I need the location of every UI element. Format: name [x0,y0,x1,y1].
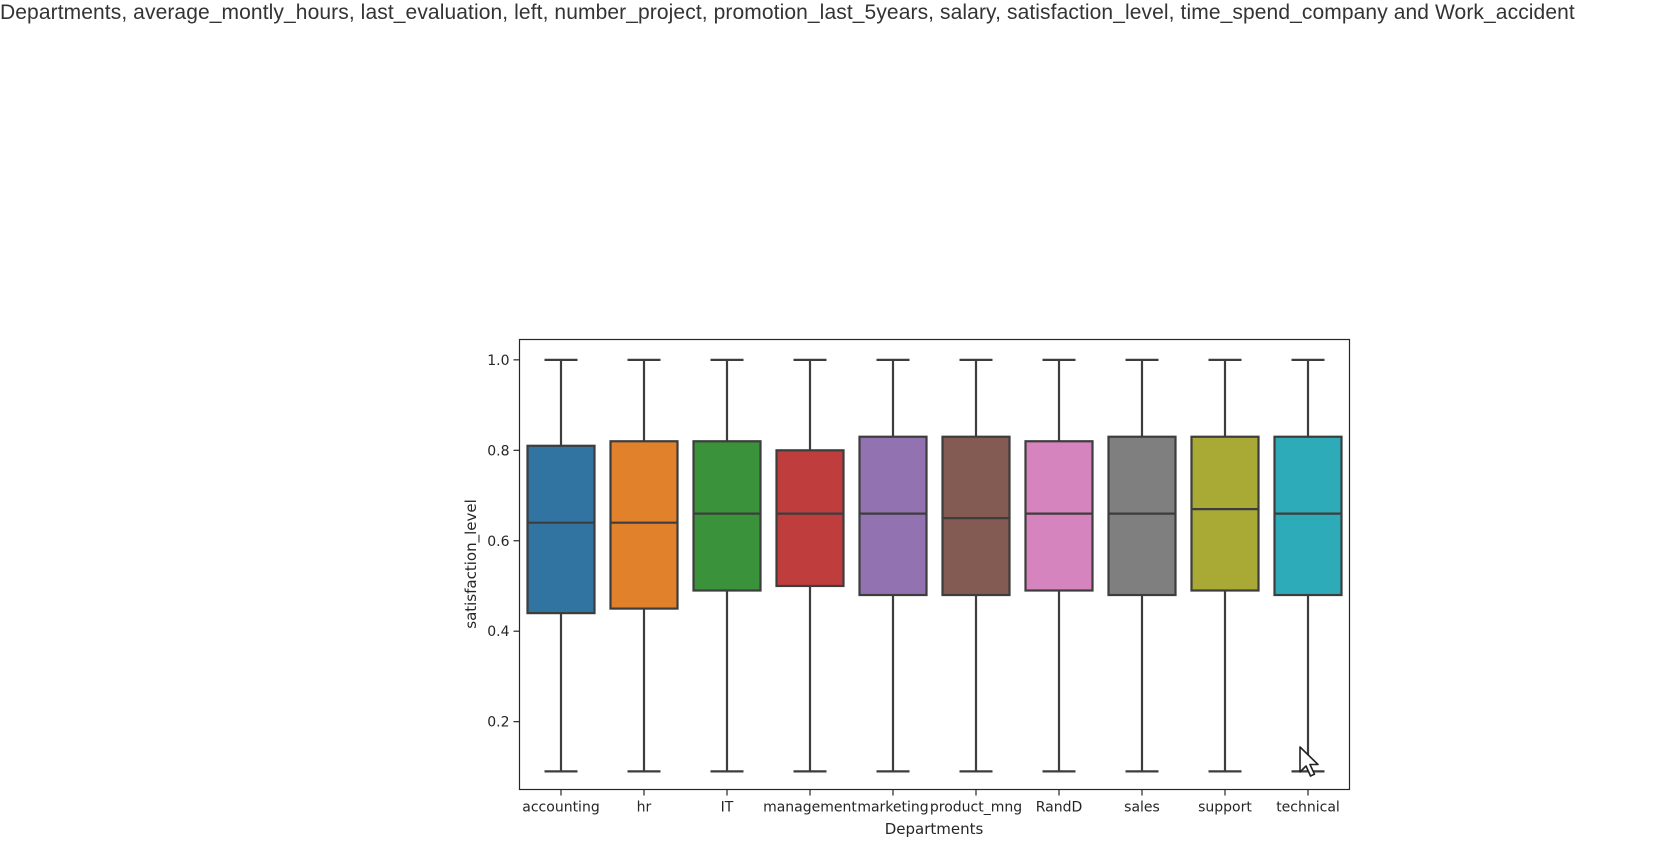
iqr-box [1190,435,1260,592]
y-tick-label: 0.8 [487,443,509,459]
box-IT [692,358,762,773]
iqr-box [692,440,762,592]
iqr-box [1107,435,1177,597]
y-tick-label: 0.4 [487,624,509,640]
box-management [775,358,845,773]
y-tick-label: 0.6 [487,534,509,550]
iqr-box [1273,435,1343,597]
iqr-box [1024,440,1094,592]
x-tick-label: hr [637,800,652,816]
x-axis: accounting hr IT management marketing product… [522,789,1340,816]
x-tick-label: management [763,800,857,816]
box-accounting [526,358,596,773]
x-tick-label: product_mng [930,800,1022,816]
box-product_mng [941,358,1011,773]
box-RandD [1024,358,1094,773]
box-support [1190,358,1260,773]
iqr-box [609,440,679,610]
x-tick-label: sales [1124,800,1160,816]
box-technical [1273,358,1343,773]
x-tick-label: accounting [522,800,599,816]
x-axis-label: Departments [885,820,984,838]
x-tick-label: technical [1276,800,1340,816]
x-tick-label: RandD [1036,800,1083,816]
y-tick-label: 0.2 [487,715,509,731]
notebook-caption-text: Departments, average_montly_hours, last_… [0,1,1575,24]
x-tick-label: support [1198,800,1252,816]
box-plot-elements [526,358,1343,773]
y-axis: 0.2 0.4 0.6 0.8 1.0 [487,353,520,731]
iqr-box [858,435,928,597]
mouse-pointer-icon [1299,746,1319,777]
y-tick-label: 1.0 [487,353,509,369]
x-tick-label: IT [721,800,734,816]
box-hr [609,358,679,773]
plot-area-frame [518,338,1351,791]
box-marketing [858,358,928,773]
x-tick-label: marketing [857,800,928,816]
iqr-box [941,435,1011,597]
y-axis-label: satisfaction_level [462,499,481,629]
iqr-box [526,444,596,615]
iqr-box [775,449,845,588]
box-sales [1107,358,1177,773]
